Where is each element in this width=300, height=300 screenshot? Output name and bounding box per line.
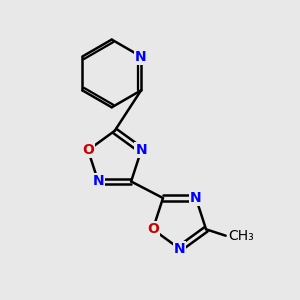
Text: O: O xyxy=(82,143,94,157)
Text: O: O xyxy=(147,222,159,236)
Text: N: N xyxy=(135,50,147,64)
Text: N: N xyxy=(190,191,202,205)
Text: N: N xyxy=(136,143,147,157)
Text: N: N xyxy=(92,175,104,188)
Text: CH₃: CH₃ xyxy=(229,229,254,243)
Text: N: N xyxy=(174,242,185,256)
